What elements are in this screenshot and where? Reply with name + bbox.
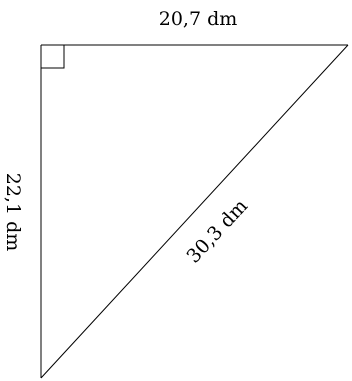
right-angle-marker: [41, 45, 64, 68]
top-side-label: 20,7 dm: [159, 8, 238, 30]
left-side-label: 22,1 dm: [2, 173, 24, 252]
hypotenuse: [41, 45, 348, 378]
hypotenuse-label: 30,3 dm: [182, 195, 252, 267]
